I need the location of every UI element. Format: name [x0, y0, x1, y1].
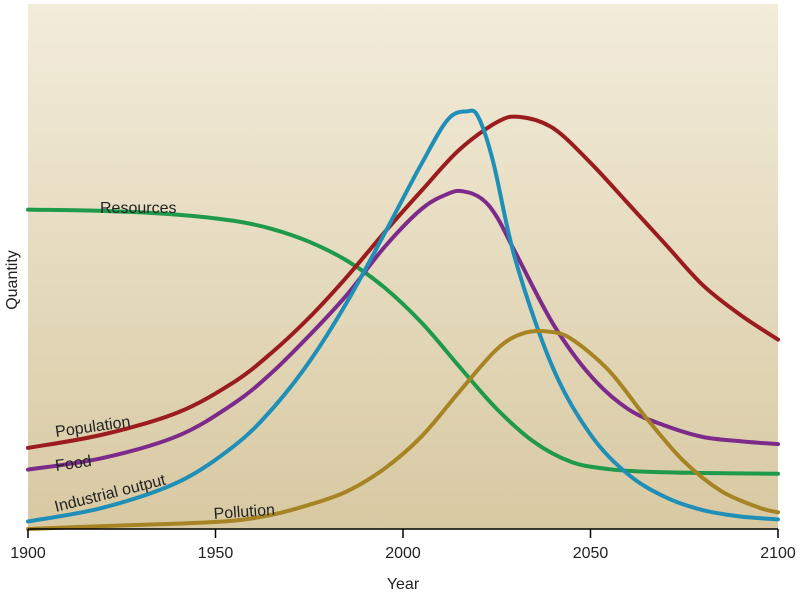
series-layer [26, 108, 780, 531]
x-tick-label: 2100 [760, 545, 796, 562]
x-tick-label: 1950 [198, 545, 234, 562]
series-label-food: Food [54, 453, 92, 475]
x-ticks: 1900 1950 2000 2050 2100 [10, 529, 796, 562]
x-tick-label: 1900 [10, 545, 46, 562]
y-axis-title: Quantity [4, 250, 21, 310]
series-label-pollution: Pollution [213, 502, 275, 523]
x-tick-label: 2000 [385, 545, 421, 562]
series-label-resources: Resources [100, 200, 176, 217]
plot-background [28, 4, 778, 529]
series-line-industrial-output [26, 108, 780, 524]
x-axis-title: Year [387, 576, 420, 593]
series-line-pollution [26, 329, 780, 531]
x-tick-label: 2050 [573, 545, 609, 562]
series-line-population [26, 114, 780, 450]
